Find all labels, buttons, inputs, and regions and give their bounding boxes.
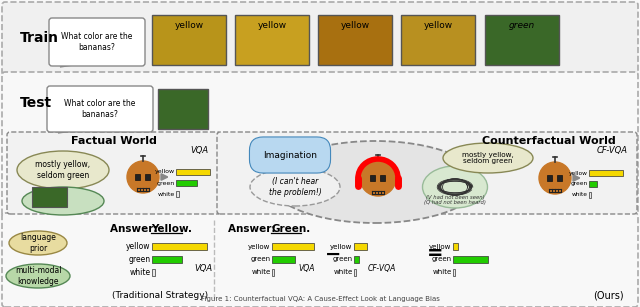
Bar xyxy=(32,187,67,207)
Text: yellow: yellow xyxy=(568,170,588,176)
Bar xyxy=(589,181,597,187)
Bar xyxy=(453,269,455,276)
FancyBboxPatch shape xyxy=(7,132,220,214)
Bar xyxy=(401,15,475,65)
Text: CF-VQA: CF-VQA xyxy=(368,264,396,273)
Ellipse shape xyxy=(443,143,533,173)
FancyBboxPatch shape xyxy=(217,132,637,214)
Text: green: green xyxy=(570,181,588,186)
Bar xyxy=(176,191,179,197)
Text: What color are the
bananas?: What color are the bananas? xyxy=(64,99,136,119)
Text: green: green xyxy=(431,257,451,262)
Text: (Ours): (Ours) xyxy=(593,290,623,300)
Text: Yellow.: Yellow. xyxy=(151,224,192,234)
Text: Test: Test xyxy=(20,96,52,110)
Bar xyxy=(380,175,385,181)
Text: Train: Train xyxy=(20,32,59,45)
Text: Imagination: Imagination xyxy=(263,150,317,160)
Bar xyxy=(453,243,458,250)
Text: green: green xyxy=(509,21,535,30)
Bar xyxy=(152,243,207,250)
Text: VQA: VQA xyxy=(190,146,208,155)
Text: white: white xyxy=(252,270,271,275)
Text: What color are the
bananas?: What color are the bananas? xyxy=(61,32,132,52)
Bar xyxy=(158,89,208,129)
Text: yellow: yellow xyxy=(126,242,150,251)
Bar xyxy=(318,15,392,65)
Text: yellow: yellow xyxy=(330,243,353,250)
Bar xyxy=(370,175,375,181)
Bar xyxy=(557,175,562,181)
Ellipse shape xyxy=(22,187,104,215)
Bar xyxy=(152,15,226,65)
Text: =: = xyxy=(427,244,444,263)
Text: yellow: yellow xyxy=(340,21,369,30)
Text: green: green xyxy=(129,255,150,264)
Text: yellow: yellow xyxy=(154,169,175,174)
Text: white: white xyxy=(432,270,451,275)
Circle shape xyxy=(539,162,571,194)
FancyBboxPatch shape xyxy=(2,2,638,75)
Text: white: white xyxy=(157,192,175,196)
FancyBboxPatch shape xyxy=(49,18,145,66)
Text: green: green xyxy=(332,257,353,262)
FancyBboxPatch shape xyxy=(47,86,153,132)
Polygon shape xyxy=(58,129,80,133)
Ellipse shape xyxy=(9,231,67,255)
Text: yellow: yellow xyxy=(248,243,271,250)
Bar xyxy=(152,256,182,263)
Bar xyxy=(485,15,559,65)
Text: green: green xyxy=(250,257,271,262)
Text: mostly yellow,
seldom green: mostly yellow, seldom green xyxy=(462,151,514,165)
Text: CF-VQA: CF-VQA xyxy=(596,146,627,155)
Ellipse shape xyxy=(6,264,70,288)
Bar xyxy=(272,269,275,276)
Bar xyxy=(135,174,140,180)
Text: yellow: yellow xyxy=(429,243,451,250)
Text: VQA: VQA xyxy=(194,264,212,273)
Text: Green.: Green. xyxy=(271,224,310,234)
Bar xyxy=(354,269,356,276)
Text: VQA: VQA xyxy=(298,264,314,273)
Text: Answer:: Answer: xyxy=(110,224,161,234)
Ellipse shape xyxy=(250,168,340,206)
Text: (V had not been seen)
(Q had not been heard): (V had not been seen) (Q had not been he… xyxy=(424,195,486,205)
Text: white: white xyxy=(129,268,150,277)
FancyBboxPatch shape xyxy=(2,213,638,307)
Text: white: white xyxy=(333,270,353,275)
Text: Factual World: Factual World xyxy=(70,136,156,146)
Bar xyxy=(176,169,210,175)
Bar xyxy=(453,256,488,263)
Text: Answer:: Answer: xyxy=(228,224,279,234)
Bar xyxy=(547,175,552,181)
Bar xyxy=(145,174,150,180)
Ellipse shape xyxy=(422,166,488,208)
Bar xyxy=(272,243,314,250)
Bar xyxy=(176,180,197,186)
Text: (Traditional Strategy): (Traditional Strategy) xyxy=(112,291,208,300)
Bar xyxy=(235,15,309,65)
Bar xyxy=(589,192,591,198)
Polygon shape xyxy=(60,63,80,67)
Bar xyxy=(272,256,295,263)
Text: yellow: yellow xyxy=(175,21,204,30)
Text: yellow: yellow xyxy=(257,21,287,30)
Bar xyxy=(589,170,623,176)
Bar xyxy=(354,256,359,263)
Text: white: white xyxy=(572,192,588,197)
Text: multi-modal
knowledge: multi-modal knowledge xyxy=(15,266,61,286)
Circle shape xyxy=(360,160,396,196)
Ellipse shape xyxy=(270,141,480,223)
Circle shape xyxy=(127,161,159,193)
Text: language
prior: language prior xyxy=(20,233,56,253)
Text: yellow: yellow xyxy=(424,21,452,30)
Text: (I can't hear
the problem!): (I can't hear the problem!) xyxy=(269,177,321,197)
Text: Figure 1: Counterfactual VQA: A Cause-Effect Look at Language Bias: Figure 1: Counterfactual VQA: A Cause-Ef… xyxy=(200,296,440,302)
Text: −: − xyxy=(325,244,341,263)
FancyBboxPatch shape xyxy=(2,72,638,216)
Text: green: green xyxy=(156,181,175,185)
Text: mostly yellow,
seldom green: mostly yellow, seldom green xyxy=(35,160,91,180)
Text: Counterfactual World: Counterfactual World xyxy=(482,136,616,146)
Bar xyxy=(152,269,155,276)
